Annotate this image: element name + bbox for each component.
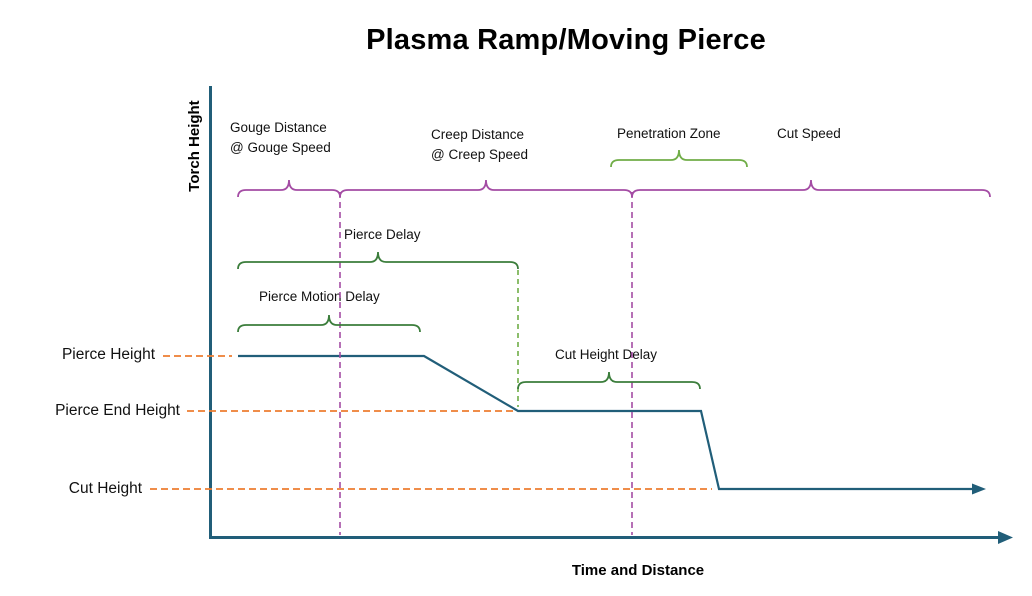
gouge-distance-label-line2: @ Gouge Speed <box>230 140 331 155</box>
pierce-height-label: Pierce Height <box>61 346 155 363</box>
cut-speed-label: Cut Speed <box>777 126 841 141</box>
cut-height-delay-label: Cut Height Delay <box>555 347 658 362</box>
curve-arrow-icon <box>972 483 986 495</box>
gouge-distance-label: Gouge Distance @ Gouge Speed <box>230 118 331 158</box>
pierce-delay-brace <box>237 251 519 270</box>
cut-height-label: Cut Height <box>68 480 142 497</box>
pierce-motion-delay-brace <box>237 314 421 333</box>
page-title: Plasma Ramp/Moving Pierce <box>366 24 766 56</box>
creep-distance-brace <box>339 179 633 198</box>
pierce-motion-delay-label: Pierce Motion Delay <box>259 289 380 304</box>
penetration-zone-label: Penetration Zone <box>617 126 721 141</box>
x-axis-label: Time and Distance <box>571 562 705 579</box>
creep-distance-label-line2: @ Creep Speed <box>431 147 529 162</box>
gouge-distance-label-line1: Gouge Distance <box>230 120 327 135</box>
cut-speed-brace <box>631 179 991 198</box>
torch-height-curve <box>238 354 972 491</box>
pierce-delay-label: Pierce Delay <box>344 227 421 242</box>
cut-height-delay-brace <box>517 371 701 390</box>
creep-distance-label-line1: Creep Distance <box>431 127 525 142</box>
pierce-end-height-label: Pierce End Height <box>55 402 180 419</box>
creep-distance-label: Creep Distance @ Creep Speed <box>431 125 528 165</box>
x-axis-arrow-icon <box>998 531 1013 544</box>
penetration-zone-brace <box>610 149 748 168</box>
gouge-distance-brace <box>237 179 341 198</box>
